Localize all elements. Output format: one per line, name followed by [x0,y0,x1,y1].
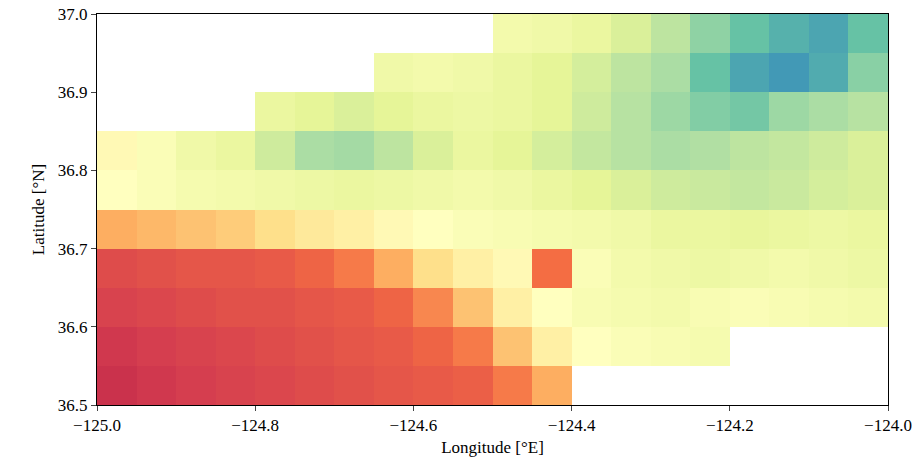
svg-text:−124.2: −124.2 [706,416,754,435]
svg-text:37.0: 37.0 [58,5,88,24]
svg-text:36.6: 36.6 [58,318,88,337]
svg-text:36.8: 36.8 [58,161,88,180]
svg-text:Latitude [°N]: Latitude [°N] [29,164,48,255]
svg-text:−124.8: −124.8 [231,416,279,435]
svg-text:−124.4: −124.4 [548,416,596,435]
svg-text:36.7: 36.7 [58,240,88,259]
svg-text:−125.0: −125.0 [73,416,121,435]
svg-text:Longitude [°E]: Longitude [°E] [441,438,544,457]
svg-text:−124.6: −124.6 [389,416,437,435]
svg-text:−124.0: −124.0 [864,416,912,435]
svg-text:36.5: 36.5 [58,396,88,415]
svg-text:36.9: 36.9 [58,83,88,102]
